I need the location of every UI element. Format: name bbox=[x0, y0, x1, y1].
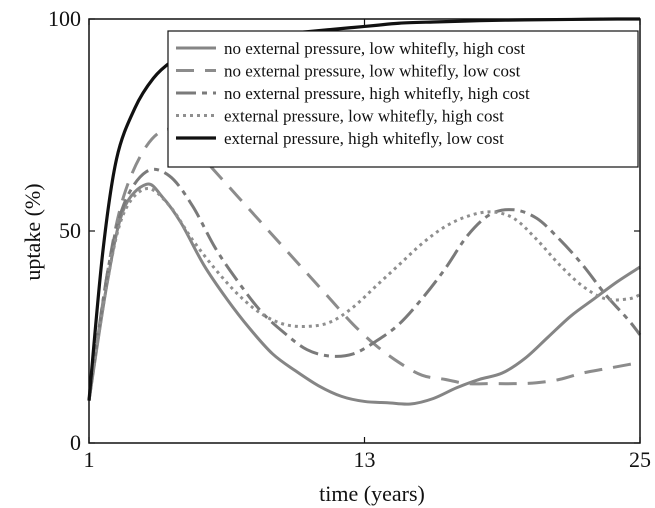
legend-label-2: no external pressure, low whitefly, low … bbox=[224, 62, 521, 81]
series-line-3 bbox=[87, 167, 642, 401]
y-tick-label-0: 0 bbox=[70, 430, 81, 455]
x-tick-label-13: 13 bbox=[354, 447, 376, 472]
series-line-4 bbox=[87, 187, 641, 401]
x-tick-label-1: 1 bbox=[84, 447, 95, 472]
y-tick-label-50: 50 bbox=[59, 218, 81, 243]
axes: 1 13 25 0 50 100 bbox=[48, 6, 651, 472]
y-axis-label: uptake (%) bbox=[20, 183, 45, 280]
series-line-1 bbox=[87, 182, 641, 406]
legend-label-1: no external pressure, low whitefly, high… bbox=[224, 39, 525, 58]
series-line-2 bbox=[87, 127, 641, 401]
legend-label-3: no external pressure, high whitefly, hig… bbox=[224, 84, 530, 103]
legend-box bbox=[167, 30, 639, 168]
legend-label-5: external pressure, high whitefly, low co… bbox=[224, 129, 504, 148]
plot-lines bbox=[87, 17, 642, 406]
legend: no external pressure, low whitefly, high… bbox=[167, 30, 639, 168]
x-tick-label-25: 25 bbox=[629, 447, 651, 472]
legend-label-4: external pressure, low whitefly, high co… bbox=[224, 107, 504, 126]
x-axis-label: time (years) bbox=[319, 481, 425, 506]
y-tick-label-100: 100 bbox=[48, 6, 81, 31]
